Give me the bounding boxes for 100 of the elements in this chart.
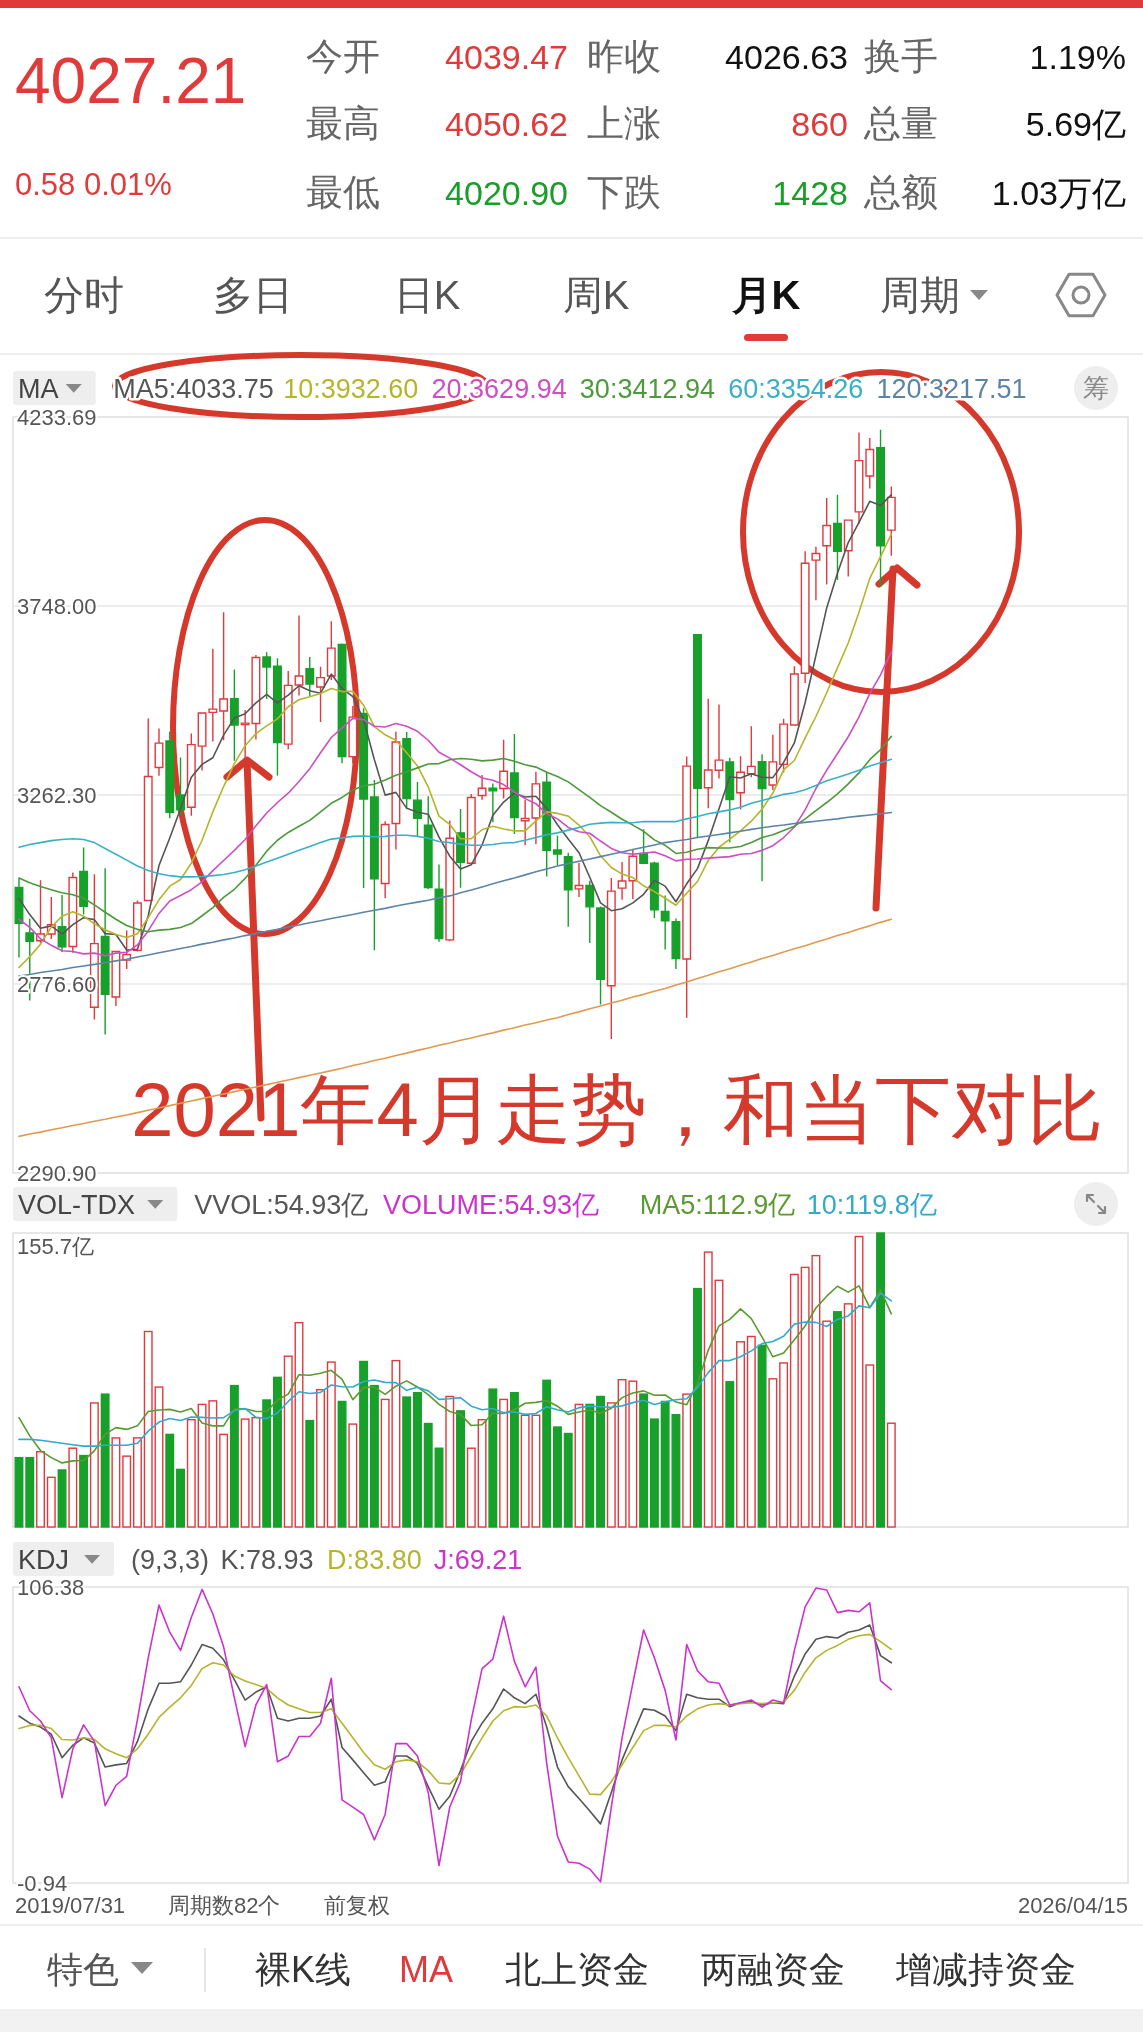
bar [229, 1384, 239, 1528]
bar [68, 1447, 78, 1528]
bar [89, 1402, 99, 1528]
text: (9,3,3) [131, 1545, 210, 1575]
text: 周K [562, 273, 630, 317]
candlestick [359, 707, 369, 889]
candlestick [854, 431, 864, 525]
candlestick [639, 828, 649, 865]
bar [402, 1396, 412, 1528]
y-tick-label: 106.38 [17, 1575, 85, 1600]
text: 分时 [44, 273, 124, 317]
bar [456, 1410, 465, 1528]
text: 最低 [306, 172, 380, 213]
bar [606, 1402, 616, 1528]
candlestick [143, 717, 153, 902]
bar [682, 1393, 692, 1528]
text: 4039.47 [445, 38, 568, 76]
bar [639, 1393, 649, 1528]
text: 2019/07/31 [15, 1893, 126, 1918]
candlestick [714, 703, 724, 780]
bar [703, 1251, 713, 1528]
text: 上涨 [587, 103, 661, 144]
text: 今开 [306, 36, 380, 77]
bar [326, 1361, 336, 1528]
candlestick [574, 862, 584, 898]
candlestick [337, 642, 347, 764]
bar [876, 1232, 886, 1528]
text: MA [399, 1949, 453, 1990]
candlestick [488, 782, 498, 824]
legend-title: KDJ [18, 1545, 70, 1575]
candlestick [348, 705, 358, 764]
bar [843, 1303, 853, 1528]
bar [219, 1433, 229, 1528]
candlestick [294, 614, 304, 697]
text: 总额 [863, 172, 938, 213]
candlestick [219, 611, 229, 741]
bar [46, 1476, 56, 1528]
candlestick [57, 894, 67, 953]
bar [262, 1399, 272, 1528]
text: VVOL:54.93亿 [194, 1190, 369, 1220]
candlestick [477, 774, 487, 801]
bar [768, 1378, 778, 1528]
bar [865, 1364, 875, 1528]
bar [499, 1398, 509, 1528]
legend-title: VOL-TDX [18, 1190, 136, 1220]
bar [757, 1344, 767, 1528]
candlestick [563, 852, 573, 928]
candlestick [703, 698, 713, 810]
line-series [18, 651, 893, 957]
text: 增减持资金 [895, 1949, 1076, 1990]
bar [111, 1437, 121, 1528]
bar [488, 1388, 498, 1528]
text: 4026.63 [725, 38, 848, 76]
candlestick [456, 808, 465, 889]
bar [132, 1437, 142, 1528]
bar [886, 1422, 896, 1528]
candlestick [649, 860, 659, 919]
text: 前复权 [324, 1893, 390, 1918]
text: 下跌 [587, 172, 661, 213]
text: VOLUME:54.93亿 [382, 1190, 600, 1220]
text: 总量 [863, 103, 938, 144]
text: 筹 [1083, 373, 1109, 403]
text: 1.19% [1029, 38, 1126, 76]
text: 最高 [306, 103, 380, 144]
candlestick [391, 731, 401, 851]
candlestick [768, 734, 778, 791]
candlestick [865, 437, 875, 490]
bar [79, 1454, 89, 1528]
bar [746, 1335, 756, 1528]
candlestick [369, 779, 379, 951]
candlestick [596, 905, 606, 1006]
candlestick [154, 727, 164, 777]
candlestick [811, 546, 821, 601]
candlestick [100, 867, 110, 1036]
bar [369, 1384, 379, 1528]
bar [348, 1423, 358, 1528]
candlestick [833, 494, 842, 581]
bar [779, 1362, 789, 1528]
text: 4027.21 [15, 45, 247, 117]
text: 周期数82个 [168, 1893, 281, 1918]
y-tick-label: 3748.00 [17, 594, 97, 619]
line-series [18, 811, 893, 977]
candlestick [165, 730, 175, 820]
bar [359, 1360, 369, 1528]
text: 多日 [213, 273, 293, 317]
annotation: 2021年4月走势，和当下对比 [131, 1067, 1103, 1152]
candlestick [552, 834, 562, 866]
bar [283, 1355, 293, 1528]
bar [176, 1468, 185, 1528]
text: D:83.80 [327, 1545, 422, 1575]
candlestick [316, 666, 325, 723]
bar [466, 1447, 476, 1528]
candlestick [757, 753, 767, 882]
candlestick [283, 670, 293, 750]
candlestick [682, 755, 692, 1019]
bar [445, 1395, 455, 1528]
y-tick-label: 3262.30 [17, 783, 97, 808]
candlestick [14, 877, 24, 959]
y-tick-label: 4233.69 [17, 405, 97, 430]
bar [693, 1287, 702, 1528]
